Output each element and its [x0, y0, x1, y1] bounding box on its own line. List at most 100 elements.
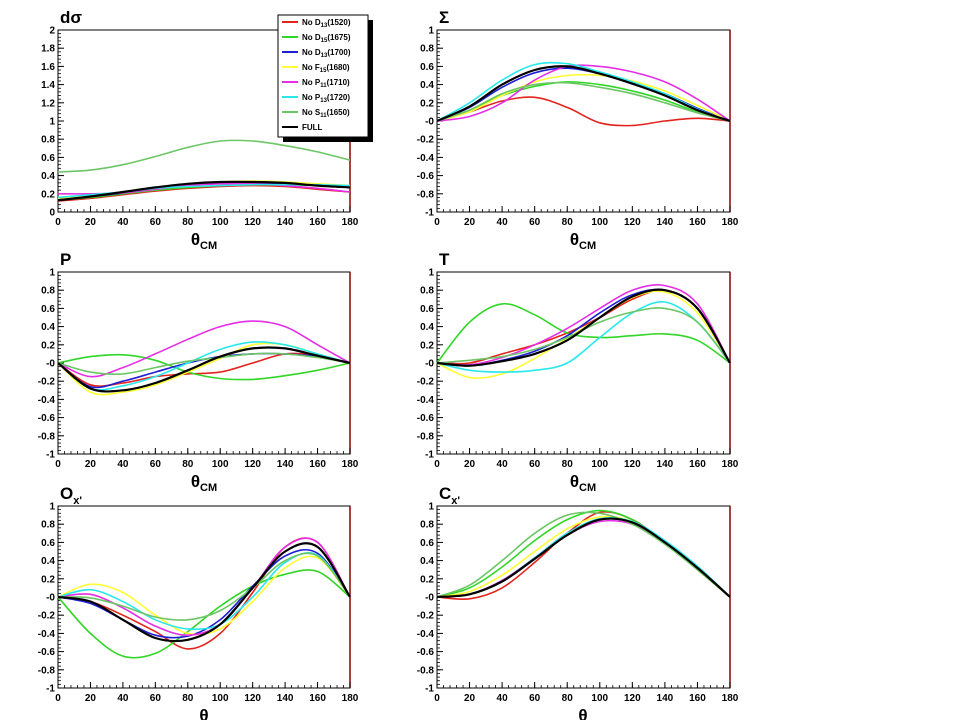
x-tick-label: 40: [117, 693, 129, 704]
legend-label: No P13(1720): [302, 93, 350, 104]
legend-label-sub: 15: [321, 38, 328, 44]
y-tick-label: -0.6: [417, 413, 435, 424]
legend-label: No S11(1650): [302, 108, 350, 119]
x-tick-label: 120: [244, 217, 261, 228]
legend-label-base: No P: [302, 93, 321, 102]
x-tick-label: 100: [591, 693, 608, 704]
x-tick-label: 40: [117, 459, 129, 470]
y-tick-label: 1.8: [41, 44, 55, 55]
x-axis-label-sub: CM: [200, 482, 217, 494]
x-axis: 0 20 40 60 80 100 120 140 160 180: [55, 448, 359, 470]
y-tick-label: 0.6: [41, 153, 55, 164]
y-tick-label: 0.8: [420, 286, 434, 297]
y-tick-label: 0.2: [420, 98, 434, 109]
y-tick-label: 0: [49, 208, 55, 219]
x-tick-label: 120: [624, 459, 641, 470]
series-line-no-d15-1675: [436, 302, 731, 364]
x-tick-label: 100: [591, 459, 608, 470]
y-tick-label: -1: [46, 684, 55, 695]
x-tick-label: 40: [497, 217, 509, 228]
y-axis: -1 -0.8 -0.6 -0.4 -0.2 -0 0.2 0.4 0.6 0.8 1: [417, 502, 443, 695]
series-lines: [436, 509, 731, 600]
legend-items: No D13(1520)No D15(1675)No D13(1700)No F…: [282, 18, 351, 132]
legend-box: [277, 14, 369, 138]
x-tick-label: 20: [464, 217, 476, 228]
y-tick-label: -0.8: [417, 665, 435, 676]
legend-label-base: No D: [302, 33, 321, 42]
y-tick-label: -1: [425, 450, 434, 461]
x-tick-label: 60: [529, 459, 541, 470]
y-tick-label: 1.4: [41, 80, 55, 91]
y-tick-label: 1: [428, 26, 434, 37]
x-tick-label: 80: [562, 693, 574, 704]
x-tick-label: 80: [182, 459, 194, 470]
panel-title-sub: x': [73, 495, 82, 507]
y-tick-label: 1: [49, 268, 55, 279]
panel-title: Σ: [439, 8, 449, 27]
legend-label-mass: (1650): [327, 108, 350, 117]
series-line-no-f15-1680: [436, 73, 731, 122]
x-tick-label: 60: [150, 693, 162, 704]
y-tick-label: 0.8: [41, 286, 55, 297]
y-tick-label: 2: [49, 26, 55, 37]
x-tick-label: 160: [689, 217, 706, 228]
series-line-no-d15-1675: [57, 353, 351, 381]
series-line-no-p11-1710: [436, 284, 731, 366]
panel-Ox: 0 20 40 60 80 100 120 140 160 180 -1 -0.8 -0.6 -0.4 -0…: [38, 484, 359, 720]
series-lines: [57, 139, 351, 202]
series-line-no-p13-1720: [436, 61, 731, 122]
y-tick-label: 0.8: [420, 44, 434, 55]
series-line-no-s11-1650: [57, 552, 351, 621]
y-tick-label: -0: [46, 593, 55, 604]
x-tick-label: 80: [562, 459, 574, 470]
panel-Cx: 0 20 40 60 80 100 120 140 160 180 -1 -0.8 -0.6 -0.4 -0…: [417, 484, 739, 720]
series-line-no-p13-1720: [436, 300, 731, 373]
series-line-full: [57, 180, 351, 202]
legend-entry: No F15(1680): [282, 63, 350, 74]
y-tick-label: 0.4: [41, 171, 55, 182]
y-tick-label: 0.6: [420, 62, 434, 73]
y-tick-label: -0.6: [417, 647, 435, 658]
x-tick-label: 0: [434, 217, 440, 228]
x-axis: 0 20 40 60 80 100 120 140 160 180: [55, 206, 359, 228]
x-axis-label: θCM: [191, 230, 217, 252]
y-axis: -1 -0.8 -0.6 -0.4 -0.2 -0 0.2 0.4 0.6 0.8 1: [38, 268, 64, 461]
x-axis-label-sub: CM: [200, 240, 217, 252]
panel-sigma: 0 20 40 60 80 100 120 140 160 180 -1 -0.8 -0.6 -0.4 -0…: [417, 8, 739, 252]
legend-label-sub: 13: [321, 53, 328, 59]
x-axis-label: θ: [199, 706, 208, 720]
x-tick-label: 180: [342, 217, 359, 228]
legend-entry: No S11(1650): [282, 108, 350, 119]
series-line-no-p13-1720: [57, 341, 351, 391]
x-axis-label: θCM: [191, 472, 217, 494]
y-tick-label: -0: [425, 117, 434, 128]
y-tick-label: -0.4: [38, 629, 56, 640]
x-tick-label: 140: [657, 459, 674, 470]
y-tick-label: 1.2: [41, 98, 55, 109]
x-tick-label: 160: [689, 459, 706, 470]
x-tick-label: 0: [55, 217, 61, 228]
x-tick-label: 80: [182, 693, 194, 704]
y-tick-label: 0.2: [420, 340, 434, 351]
y-tick-label: -0: [425, 359, 434, 370]
y-tick-label: 0.4: [41, 556, 55, 567]
legend-label-mass: (1675): [327, 33, 350, 42]
y-tick-label: 0.4: [420, 80, 434, 91]
y-tick-label: -0.4: [417, 153, 435, 164]
series-line-no-d15-1675: [436, 81, 731, 122]
y-axis: -1 -0.8 -0.6 -0.4 -0.2 -0 0.2 0.4 0.6 0.8 1: [417, 26, 443, 219]
x-tick-label: 0: [434, 459, 440, 470]
x-tick-label: 140: [277, 693, 294, 704]
legend-entry: FULL: [282, 123, 323, 132]
y-tick-label: 0.8: [41, 135, 55, 146]
x-axis-label-base: θ: [191, 230, 200, 249]
series-line-no-d13-1520: [57, 184, 351, 202]
y-tick-label: 0.2: [41, 574, 55, 585]
y-tick-label: 0.4: [41, 322, 55, 333]
legend-label-sub: 13: [320, 98, 327, 104]
x-tick-label: 80: [182, 217, 194, 228]
panel-title: P: [60, 250, 71, 269]
x-tick-label: 0: [55, 693, 61, 704]
y-tick-label: -0.4: [417, 395, 435, 406]
